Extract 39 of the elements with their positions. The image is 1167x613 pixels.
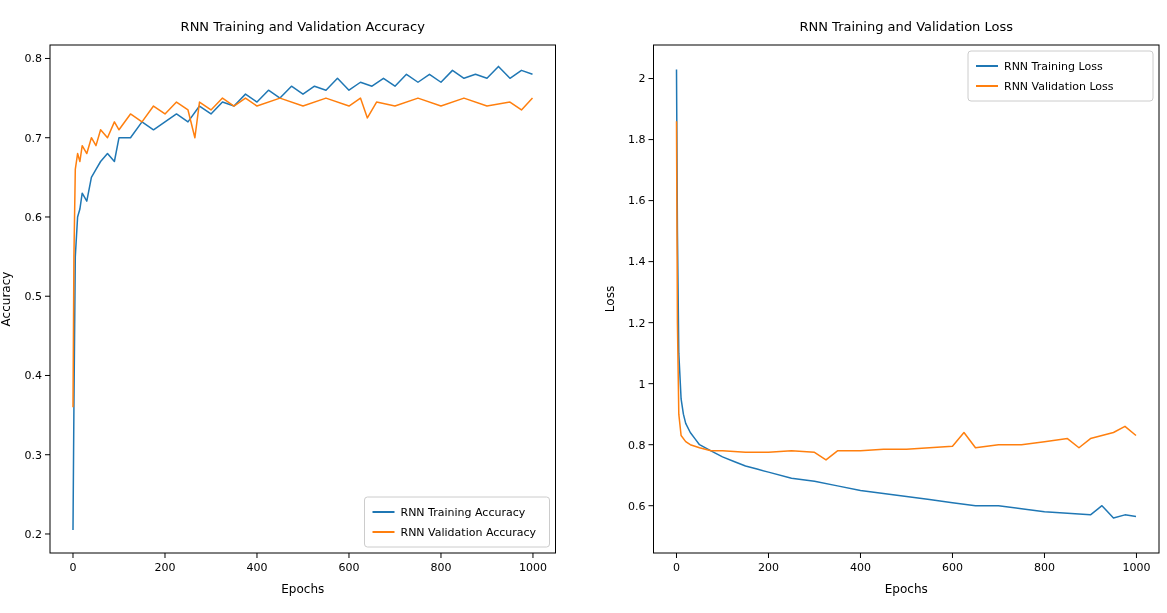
y-tick-label: 0.5 (24, 290, 42, 304)
x-tick-label: 400 (849, 561, 871, 574)
x-tick-label: 0 (69, 561, 77, 574)
x-tick-label: 200 (757, 561, 779, 574)
y-tick-label: 0.4 (24, 369, 42, 383)
y-tick-label: 1.8 (628, 133, 646, 147)
y-tick-label: 1.2 (628, 316, 646, 330)
y-tick-label: 0.7 (24, 131, 42, 145)
y-axis-title: Accuracy (0, 271, 13, 327)
y-tick-label: 0.6 (628, 499, 646, 513)
y-tick-label: 0.8 (628, 438, 646, 452)
y-tick-label: 0.6 (24, 210, 42, 224)
legend-label: RNN Training Loss (1004, 59, 1103, 73)
legend-label: RNN Validation Accuracy (400, 525, 537, 539)
chart-title: RNN Training and Validation Loss (799, 19, 1014, 34)
x-tick-label: 400 (246, 561, 268, 574)
x-axis-title: Epochs (884, 582, 928, 596)
y-tick-label: 0.2 (24, 527, 42, 541)
x-axis-title: Epochs (281, 582, 325, 596)
x-tick-label: 200 (154, 561, 176, 574)
y-tick-label: 1.6 (628, 194, 646, 208)
x-tick-label: 1000 (518, 561, 547, 574)
y-tick-label: 1 (638, 377, 646, 391)
y-tick-label: 0.8 (24, 52, 42, 66)
line-series (675, 120, 1137, 461)
x-tick-label: 600 (338, 561, 360, 574)
x-tick-label: 800 (1033, 561, 1055, 574)
x-tick-label: 600 (941, 561, 963, 574)
x-tick-label: 1000 (1122, 561, 1151, 574)
y-tick-label: 0.3 (24, 448, 42, 462)
y-tick-label: 1.4 (628, 255, 646, 269)
legend-label: RNN Validation Loss (1004, 79, 1114, 93)
line-series (72, 97, 534, 408)
x-tick-label: 800 (430, 561, 452, 574)
chart-title: RNN Training and Validation Accuracy (180, 19, 426, 34)
y-tick-label: 2 (638, 72, 646, 86)
legend-label: RNN Training Accuracy (400, 505, 526, 519)
y-axis-title: Loss (602, 285, 617, 313)
x-tick-label: 0 (673, 561, 680, 574)
